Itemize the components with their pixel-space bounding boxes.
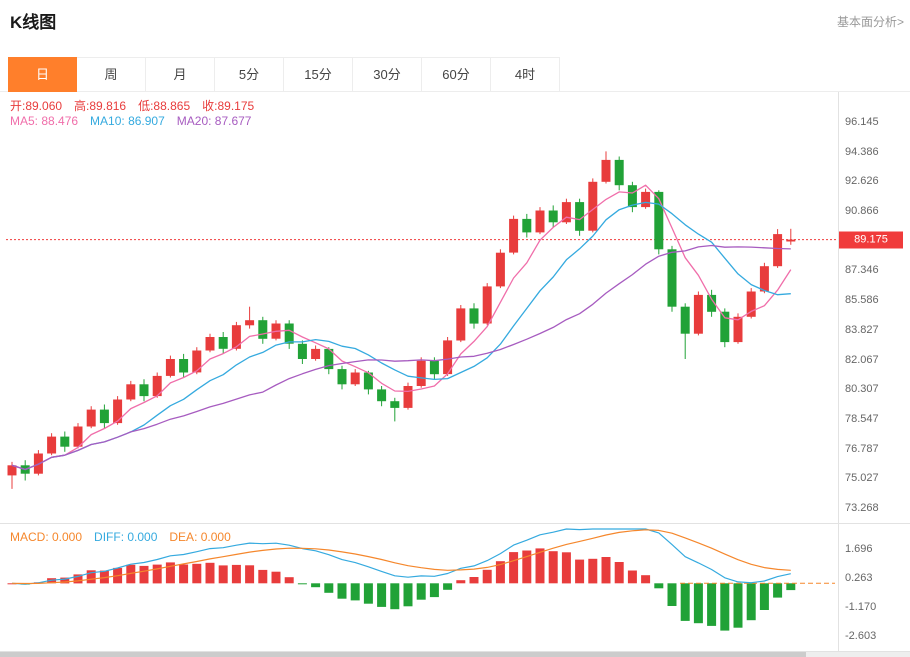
fundamental-analysis-link[interactable]: 基本面分析>	[836, 15, 904, 29]
price-axis-label: 73.268	[845, 502, 879, 514]
tab-day[interactable]: 日	[8, 57, 77, 92]
y-axis-line	[838, 92, 839, 651]
price-axis-label: 94.386	[845, 145, 879, 158]
price-axis-label: 83.827	[845, 323, 879, 336]
macd-chart[interactable]	[0, 525, 838, 651]
price-axis-label: 85.586	[845, 294, 879, 307]
macd-axis-label: -2.603	[845, 630, 877, 642]
current-price-badge: 89.175	[839, 231, 903, 249]
legend-item-dea: DEA: 0.000	[169, 530, 231, 544]
legend-item-macd: MACD: 0.000	[10, 530, 83, 544]
tab-week[interactable]: 周	[77, 57, 146, 92]
scrollbar-thumb[interactable]	[0, 652, 806, 657]
timeframe-tab-bar: 日周月 5分 15分 30分 60分 4时	[0, 57, 910, 92]
price-axis-label: 82.067	[845, 353, 879, 366]
price-axis-label: 92.626	[845, 175, 879, 188]
price-axis-label: 96.145	[845, 116, 879, 128]
price-axis-label: 76.787	[845, 442, 879, 455]
tab-min30[interactable]: 30分	[353, 57, 422, 92]
macd-axis-label: 1.696	[845, 543, 873, 555]
tab-hour4[interactable]: 4时	[491, 57, 560, 92]
legend-item-high: 高:89.816	[74, 99, 127, 113]
price-axis-label: 78.547	[845, 412, 879, 425]
candlestick-chart[interactable]	[0, 92, 838, 523]
macd-axis-label: 0.263	[845, 572, 873, 584]
ma-legend: MA5: 88.476 MA10: 86.907 MA20: 87.677	[10, 114, 263, 128]
legend-item-ma20: MA20: 87.677	[176, 114, 252, 128]
price-axis-label: 80.307	[845, 383, 879, 396]
legend-item-ma5: MA5: 88.476	[10, 114, 79, 128]
tab-month[interactable]: 月	[146, 57, 215, 92]
price-axis-label: 87.346	[845, 264, 879, 277]
tab-min60[interactable]: 60分	[422, 57, 491, 92]
tab-min15[interactable]: 15分	[284, 57, 353, 92]
panel-divider	[0, 523, 910, 524]
bottom-divider	[0, 651, 910, 652]
macd-axis-label: -1.170	[845, 601, 877, 613]
legend-item-ma10: MA10: 86.907	[90, 114, 165, 128]
page-title: K线图	[10, 13, 57, 32]
ohlc-legend: 开:89.060 高:89.816 低:88.865 收:89.175	[10, 97, 266, 114]
macd-legend: MACD: 0.000 DIFF: 0.000 DEA: 0.000	[10, 530, 243, 544]
legend-item-close: 收:89.175	[202, 99, 255, 113]
legend-item-open: 开:89.060	[10, 99, 63, 113]
tab-min5[interactable]: 5分	[215, 57, 284, 92]
chart-scrollbar[interactable]	[0, 652, 910, 657]
legend-item-low: 低:88.865	[138, 99, 191, 113]
price-axis-label: 75.027	[845, 472, 879, 485]
price-axis-label: 90.866	[845, 205, 879, 218]
legend-item-diff: DIFF: 0.000	[94, 530, 158, 544]
